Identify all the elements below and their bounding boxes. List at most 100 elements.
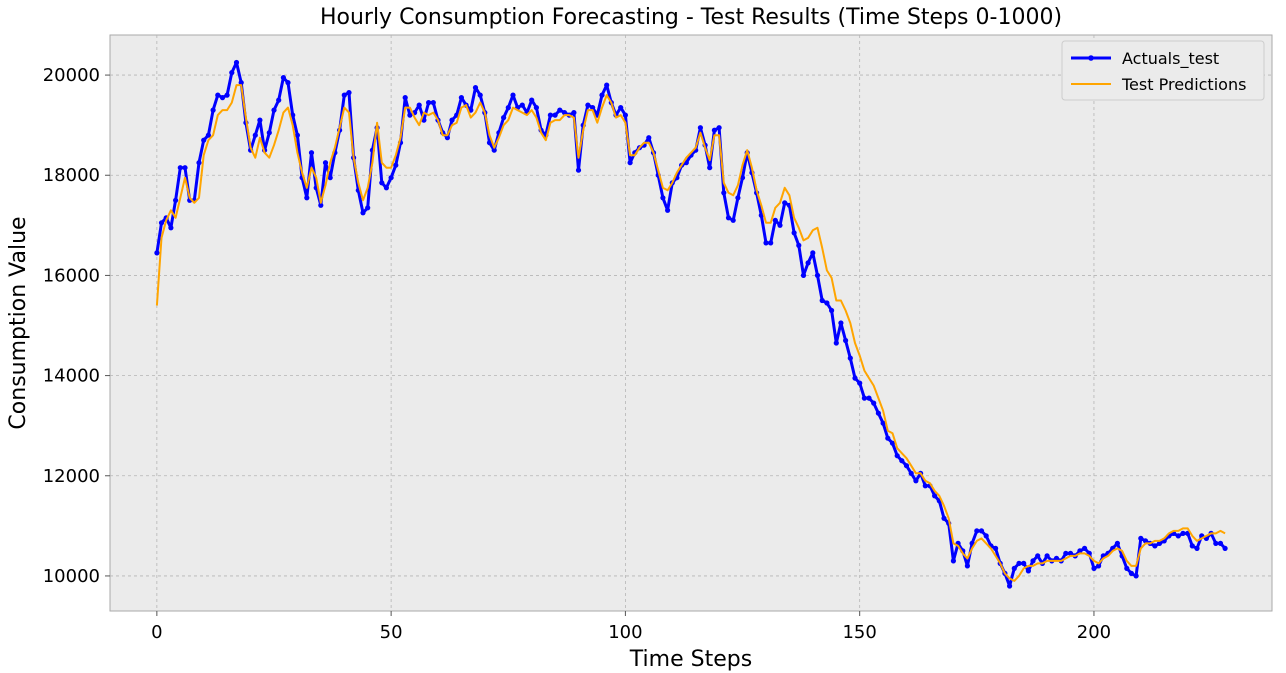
data-point xyxy=(857,380,863,386)
data-point xyxy=(1082,545,1088,552)
data-point xyxy=(1063,550,1069,557)
data-point xyxy=(472,85,479,91)
data-point xyxy=(711,127,718,133)
data-point xyxy=(271,107,277,113)
data-point xyxy=(810,250,816,256)
data-point xyxy=(889,440,896,446)
data-point xyxy=(861,395,868,401)
y-tick-label: 18000 xyxy=(43,165,100,186)
data-point xyxy=(1194,545,1200,552)
data-point xyxy=(721,190,727,196)
data-point xyxy=(229,70,235,76)
data-point xyxy=(557,107,563,113)
data-point xyxy=(1124,565,1130,572)
data-point xyxy=(983,533,989,539)
data-point xyxy=(622,112,629,118)
data-point xyxy=(772,217,778,223)
data-point xyxy=(158,220,165,226)
x-tick-label: 0 xyxy=(151,622,162,643)
data-point xyxy=(571,110,577,116)
data-point xyxy=(219,95,226,101)
data-point xyxy=(1128,570,1134,577)
data-point xyxy=(913,478,919,484)
data-point xyxy=(829,307,835,314)
data-point xyxy=(903,463,910,469)
data-point xyxy=(533,105,540,111)
data-point xyxy=(739,175,746,181)
data-point xyxy=(875,410,882,416)
data-point xyxy=(449,117,455,123)
data-point xyxy=(599,92,605,98)
data-point xyxy=(763,240,769,246)
data-point xyxy=(1138,535,1144,542)
data-point xyxy=(1152,543,1158,549)
data-point xyxy=(880,420,886,426)
data-point xyxy=(993,545,999,552)
x-tick-label: 100 xyxy=(608,622,642,643)
data-point xyxy=(1142,538,1149,544)
data-point xyxy=(346,90,352,96)
data-point xyxy=(665,207,671,213)
x-axis-label: Time Steps xyxy=(629,647,752,672)
data-point xyxy=(1025,568,1031,574)
legend: Actuals_test Test Predictions xyxy=(1061,40,1265,101)
data-point xyxy=(590,105,596,111)
data-point xyxy=(388,175,394,181)
data-point xyxy=(205,132,211,138)
data-point xyxy=(1217,540,1224,547)
y-tick-label: 14000 xyxy=(43,366,100,387)
x-tick-label: 150 xyxy=(842,622,876,643)
data-point xyxy=(932,493,938,499)
data-point xyxy=(1035,553,1041,559)
data-point xyxy=(782,200,788,206)
series-layer xyxy=(154,59,1228,589)
data-point xyxy=(318,202,324,208)
data-point xyxy=(1016,560,1022,567)
data-point xyxy=(252,132,258,138)
data-point xyxy=(430,100,436,106)
data-point xyxy=(838,320,844,326)
data-point xyxy=(1053,555,1060,562)
data-point xyxy=(365,205,371,211)
data-point xyxy=(1021,560,1027,567)
y-tick-label: 20000 xyxy=(43,65,100,86)
data-point xyxy=(458,95,464,101)
data-point xyxy=(1180,530,1186,537)
data-point xyxy=(894,453,900,459)
data-point xyxy=(416,102,422,108)
data-point xyxy=(604,82,610,88)
data-point xyxy=(908,470,914,476)
data-point xyxy=(618,105,624,111)
data-point xyxy=(402,95,408,101)
legend-box xyxy=(1061,40,1265,101)
x-tick-label: 200 xyxy=(1077,622,1111,643)
data-point xyxy=(1007,583,1013,589)
data-point xyxy=(510,92,516,98)
data-point xyxy=(847,355,853,361)
legend-actuals-marker xyxy=(1088,55,1094,61)
series-line-test-predictions xyxy=(155,84,1226,582)
data-point xyxy=(716,125,722,131)
data-point xyxy=(1091,565,1097,572)
y-tick-label: 10000 xyxy=(43,566,100,587)
data-point xyxy=(575,167,582,173)
legend-predictions-label: Test Predictions xyxy=(1121,75,1246,94)
data-point xyxy=(308,150,315,156)
data-point xyxy=(561,110,568,116)
data-point xyxy=(819,297,825,304)
data-point xyxy=(1213,540,1219,547)
data-point xyxy=(182,165,188,171)
data-point xyxy=(294,132,300,138)
data-point xyxy=(922,483,928,489)
plot-area xyxy=(109,34,1273,612)
data-point xyxy=(964,563,971,569)
data-point xyxy=(547,112,554,118)
data-point xyxy=(730,217,736,223)
data-point xyxy=(1114,540,1120,547)
data-point xyxy=(852,375,858,381)
data-point xyxy=(777,222,783,228)
data-point xyxy=(800,272,807,278)
data-point xyxy=(1096,563,1102,569)
data-point xyxy=(379,180,385,186)
